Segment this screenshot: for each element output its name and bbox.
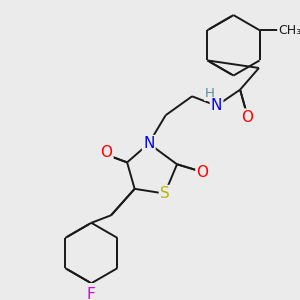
Text: N: N — [211, 98, 222, 113]
Text: CH₃: CH₃ — [278, 24, 300, 37]
Text: F: F — [87, 287, 96, 300]
Text: N: N — [143, 136, 154, 151]
Text: O: O — [196, 165, 208, 180]
Text: S: S — [160, 186, 169, 201]
Text: O: O — [100, 146, 112, 160]
Text: O: O — [241, 110, 253, 124]
Text: H: H — [205, 87, 215, 100]
